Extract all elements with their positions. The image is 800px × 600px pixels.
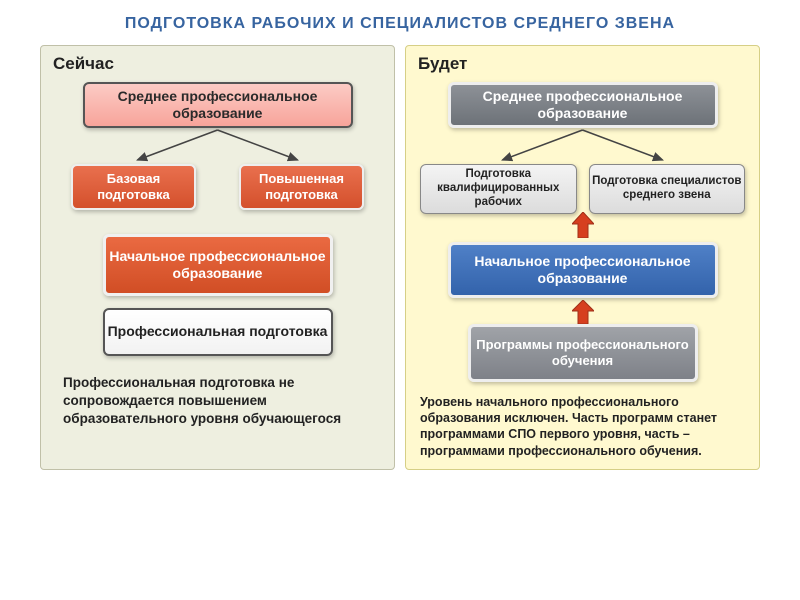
up-arrow-2 [572,300,594,324]
panel-heading-future: Будет [418,54,747,74]
box-basic-prep: Базовая подготовка [71,164,196,210]
box-qualified-workers: Подготовка квалифицированных рабочих [420,164,577,214]
box-npo-now: Начальное профессиональное образование [103,234,333,296]
split-arrows-right [418,128,747,164]
page-title: ПОДГОТОВКА РАБОЧИХ И СПЕЦИАЛИСТОВ СРЕДНЕ… [0,0,800,41]
note-right: Уровень начального профессионального обр… [418,392,747,459]
columns: Сейчас Среднее профессиональное образова… [0,41,800,478]
split-arrows-left [53,128,382,164]
note-left: Профессиональная подготовка не сопровожд… [53,370,382,429]
box-prof-prep: Профессиональная подготовка [103,308,333,356]
box-spo-now: Среднее профессиональное образование [83,82,353,128]
box-npo-future: Начальное профессиональное образование [448,242,718,298]
box-spo-future: Среднее профессиональное образование [448,82,718,128]
box-mid-specialists: Подготовка специалистов среднего звена [589,164,746,214]
panel-now: Сейчас Среднее профессиональное образова… [40,45,395,470]
panel-heading-now: Сейчас [53,54,382,74]
box-prof-programs: Программы профессионального обучения [468,324,698,382]
box-advanced-prep: Повышенная подготовка [239,164,364,210]
up-arrow-1 [572,212,594,238]
panel-future: Будет Среднее профессиональное образован… [405,45,760,470]
